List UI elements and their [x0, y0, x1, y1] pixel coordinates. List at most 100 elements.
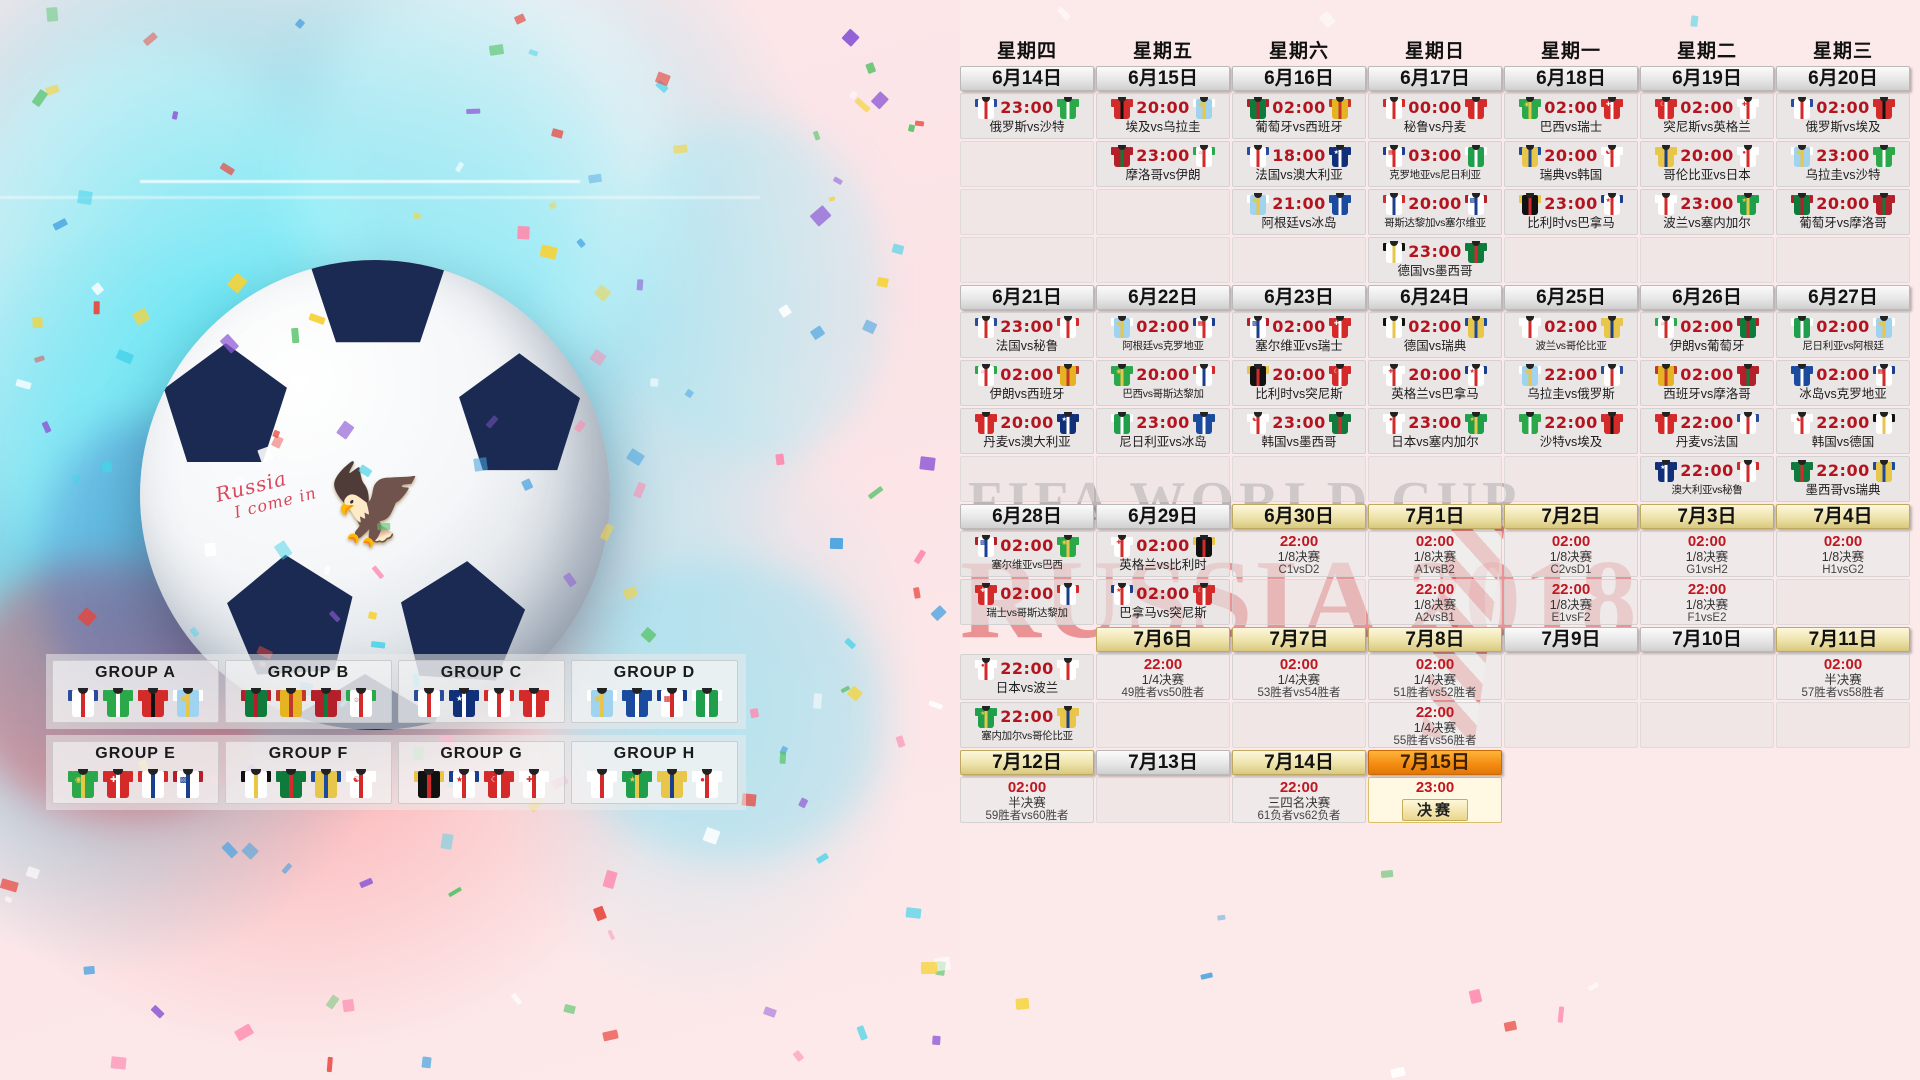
date-cell[interactable]: 7月15日 [1368, 750, 1502, 775]
date-cell[interactable]: 6月19日 [1640, 66, 1774, 91]
knockout-match-cell[interactable]: 22:00 1/8决赛 A2vsB1 [1368, 579, 1502, 625]
match-cell[interactable]: ◉ 02:00 ✚ 巴西vs瑞士 [1504, 93, 1638, 139]
match-cell[interactable]: 02:00 ◉ 尼日利亚vs阿根廷 [1776, 312, 1910, 358]
date-cell[interactable]: 7月11日 [1776, 627, 1910, 652]
date-cell[interactable]: 6月24日 [1368, 285, 1502, 310]
match-cell[interactable]: 23:00 德国vs墨西哥 [1368, 237, 1502, 283]
knockout-match-cell[interactable]: 02:00 1/8决赛 A1vsB2 [1368, 531, 1502, 577]
knockout-match-cell[interactable]: 22:00 1/4决赛 49胜者vs50胜者 [1096, 654, 1230, 700]
date-cell[interactable]: 7月8日 [1368, 627, 1502, 652]
group-box[interactable]: GROUP F ☯ [225, 741, 392, 804]
knockout-match-cell[interactable]: 02:00 1/8决赛 G1vsH2 [1640, 531, 1774, 577]
date-cell[interactable]: 7月6日 [1096, 627, 1230, 652]
match-cell[interactable]: ☯ 23:00 韩国vs墨西哥 [1232, 408, 1366, 454]
match-cell[interactable]: ● 22:00 日本vs波兰 [960, 654, 1094, 700]
match-cell[interactable]: 20:00 葡萄牙vs摩洛哥 [1776, 189, 1910, 235]
date-cell[interactable]: 6月28日 [960, 504, 1094, 529]
match-cell[interactable]: 18:00 ★ 法国vs澳大利亚 [1232, 141, 1366, 187]
match-cell[interactable]: 23:00 法国vs秘鲁 [960, 312, 1094, 358]
match-cell[interactable]: ☾ 02:00 ✚ 突尼斯vs英格兰 [1640, 93, 1774, 139]
date-cell[interactable]: 6月14日 [960, 66, 1094, 91]
match-cell[interactable]: 20:00 ● 哥伦比亚vs日本 [1640, 141, 1774, 187]
knockout-match-cell[interactable]: 22:00 1/8决赛 F1vsE2 [1640, 579, 1774, 625]
date-cell[interactable]: 6月23日 [1232, 285, 1366, 310]
match-cell[interactable]: 20:00 ☾ 比利时vs突尼斯 [1232, 360, 1366, 406]
knockout-match-cell[interactable]: 02:00 1/4决赛 51胜者vs52胜者 [1368, 654, 1502, 700]
knockout-match-cell[interactable]: 22:00 1/8决赛 C1vsD2 [1232, 531, 1366, 577]
match-cell[interactable]: 22:00 丹麦vs法国 [1640, 408, 1774, 454]
match-cell[interactable]: 22:00 墨西哥vs瑞典 [1776, 456, 1910, 502]
knockout-match-cell[interactable]: 22:00 三四名决赛 61负者vs62负者 [1232, 777, 1366, 823]
date-cell[interactable]: 6月16日 [1232, 66, 1366, 91]
date-cell[interactable]: 6月17日 [1368, 66, 1502, 91]
match-cell[interactable]: 02:00 ▦ 冰岛vs克罗地亚 [1776, 360, 1910, 406]
match-cell[interactable]: 23:00 俄罗斯vs沙特 [960, 93, 1094, 139]
date-cell[interactable]: 7月3日 [1640, 504, 1774, 529]
knockout-match-cell[interactable]: 02:00 1/4决赛 53胜者vs54胜者 [1232, 654, 1366, 700]
match-cell[interactable]: 20:00 ◉ 埃及vs乌拉圭 [1096, 93, 1230, 139]
date-cell[interactable]: 6月22日 [1096, 285, 1230, 310]
group-box[interactable]: GROUP D ◉ ▦ [571, 660, 738, 723]
match-cell[interactable]: 22:00 沙特vs埃及 [1504, 408, 1638, 454]
match-cell[interactable]: ★ 02:00 ☾ 巴拿马vs突尼斯 [1096, 579, 1230, 625]
date-cell[interactable]: 7月14日 [1232, 750, 1366, 775]
match-cell[interactable]: ★ 22:00 澳大利亚vs秘鲁 [1640, 456, 1774, 502]
match-cell[interactable]: ▩ 02:00 ✚ 塞尔维亚vs瑞士 [1232, 312, 1366, 358]
match-cell[interactable]: 20:00 ☯ 瑞典vs韩国 [1504, 141, 1638, 187]
knockout-match-cell[interactable]: 22:00 1/4决赛 55胜者vs56胜者 [1368, 702, 1502, 748]
match-cell[interactable]: 02:00 西班牙vs摩洛哥 [1640, 360, 1774, 406]
date-cell[interactable]: 6月21日 [960, 285, 1094, 310]
date-cell[interactable]: 7月2日 [1504, 504, 1638, 529]
match-cell[interactable]: 20:00 ▩ 哥斯达黎加vs塞尔维亚 [1368, 189, 1502, 235]
match-cell[interactable]: 00:00 秘鲁vs丹麦 [1368, 93, 1502, 139]
date-cell[interactable]: 7月10日 [1640, 627, 1774, 652]
group-box[interactable]: GROUP B ۞ [225, 660, 392, 723]
knockout-match-cell[interactable]: 02:00 1/8决赛 H1vsG2 [1776, 531, 1910, 577]
date-cell[interactable]: 6月15日 [1096, 66, 1230, 91]
date-cell[interactable]: 6月29日 [1096, 504, 1230, 529]
group-box[interactable]: GROUP A ◉ [52, 660, 219, 723]
match-cell[interactable]: ◉ 22:00 乌拉圭vs俄罗斯 [1504, 360, 1638, 406]
date-cell[interactable]: 6月30日 [1232, 504, 1366, 529]
match-cell[interactable]: 23:00 ۞ 摩洛哥vs伊朗 [1096, 141, 1230, 187]
knockout-match-cell[interactable]: 02:00 1/8决赛 C2vsD1 [1504, 531, 1638, 577]
match-cell[interactable]: ۞ 02:00 伊朗vs葡萄牙 [1640, 312, 1774, 358]
match-cell[interactable]: ◉ 21:00 阿根廷vs冰岛 [1232, 189, 1366, 235]
match-cell[interactable]: ▩ 02:00 ◉ 塞尔维亚vs巴西 [960, 531, 1094, 577]
match-cell[interactable]: ✚ 20:00 ★ 英格兰vs巴拿马 [1368, 360, 1502, 406]
knockout-match-cell[interactable]: 02:00 半决赛 59胜者vs60胜者 [960, 777, 1094, 823]
knockout-match-cell[interactable]: 02:00 半决赛 57胜者vs58胜者 [1776, 654, 1910, 700]
date-cell[interactable]: 7月13日 [1096, 750, 1230, 775]
group-box[interactable]: GROUP E ◉ ✚ ▩ [52, 741, 219, 804]
date-cell[interactable]: 7月1日 [1368, 504, 1502, 529]
match-cell[interactable]: 23:00 尼日利亚vs冰岛 [1096, 408, 1230, 454]
match-cell[interactable]: 23:00 ★ 波兰vs塞内加尔 [1640, 189, 1774, 235]
group-box[interactable]: GROUP H ★ ● [571, 741, 738, 804]
match-cell[interactable]: 02:00 葡萄牙vs西班牙 [1232, 93, 1366, 139]
date-cell[interactable]: 6月25日 [1504, 285, 1638, 310]
match-cell[interactable]: ◉ 02:00 ▦ 阿根廷vs克罗地亚 [1096, 312, 1230, 358]
match-cell[interactable]: ● 23:00 ★ 日本vs塞内加尔 [1368, 408, 1502, 454]
date-cell[interactable]: 7月7日 [1232, 627, 1366, 652]
match-cell[interactable]: ▦ 03:00 克罗地亚vs尼日利亚 [1368, 141, 1502, 187]
match-cell[interactable]: ✚ 02:00 瑞士vs哥斯达黎加 [960, 579, 1094, 625]
knockout-match-cell[interactable]: 22:00 1/8决赛 E1vsF2 [1504, 579, 1638, 625]
date-cell[interactable]: 6月18日 [1504, 66, 1638, 91]
match-cell[interactable]: ★ 22:00 塞内加尔vs哥伦比亚 [960, 702, 1094, 748]
final-match-cell[interactable]: 23:00 决赛 [1368, 777, 1502, 823]
date-cell[interactable]: 6月26日 [1640, 285, 1774, 310]
match-cell[interactable]: ◉ 23:00 乌拉圭vs沙特 [1776, 141, 1910, 187]
match-cell[interactable]: ✚ 02:00 英格兰vs比利时 [1096, 531, 1230, 577]
group-box[interactable]: GROUP C ★ [398, 660, 565, 723]
match-cell[interactable]: 02:00 俄罗斯vs埃及 [1776, 93, 1910, 139]
date-cell[interactable]: 7月12日 [960, 750, 1094, 775]
date-cell[interactable]: 7月9日 [1504, 627, 1638, 652]
match-cell[interactable]: ۞ 02:00 伊朗vs西班牙 [960, 360, 1094, 406]
date-cell[interactable]: 6月20日 [1776, 66, 1910, 91]
match-cell[interactable]: ☯ 22:00 韩国vs德国 [1776, 408, 1910, 454]
match-cell[interactable]: 23:00 ★ 比利时vs巴拿马 [1504, 189, 1638, 235]
match-cell[interactable]: 02:00 波兰vs哥伦比亚 [1504, 312, 1638, 358]
date-cell[interactable]: 7月4日 [1776, 504, 1910, 529]
match-cell[interactable]: 20:00 ★ 丹麦vs澳大利亚 [960, 408, 1094, 454]
group-box[interactable]: GROUP G ★ ☾ ✚ [398, 741, 565, 804]
